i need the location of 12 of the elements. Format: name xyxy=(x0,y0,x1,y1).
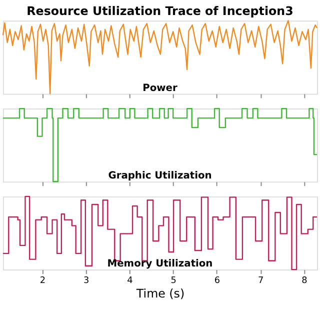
x-tick-label: 6 xyxy=(214,276,220,286)
x-tick-label: 7 xyxy=(258,276,264,286)
x-tick-label: 5 xyxy=(170,276,176,286)
annotation: Graphic Utilization xyxy=(108,170,212,182)
annotation: Power xyxy=(142,82,178,94)
x-tick-label: 2 xyxy=(40,276,46,286)
x-tick-label: 8 xyxy=(302,276,308,286)
annotation: Memory Utilization xyxy=(107,258,213,270)
x-tick-label: 4 xyxy=(127,276,134,286)
x-axis-title: Time (s) xyxy=(135,286,185,301)
chart-title: Resource Utilization Trace of Inception3 xyxy=(26,4,294,18)
x-tick-label: 3 xyxy=(84,276,90,286)
